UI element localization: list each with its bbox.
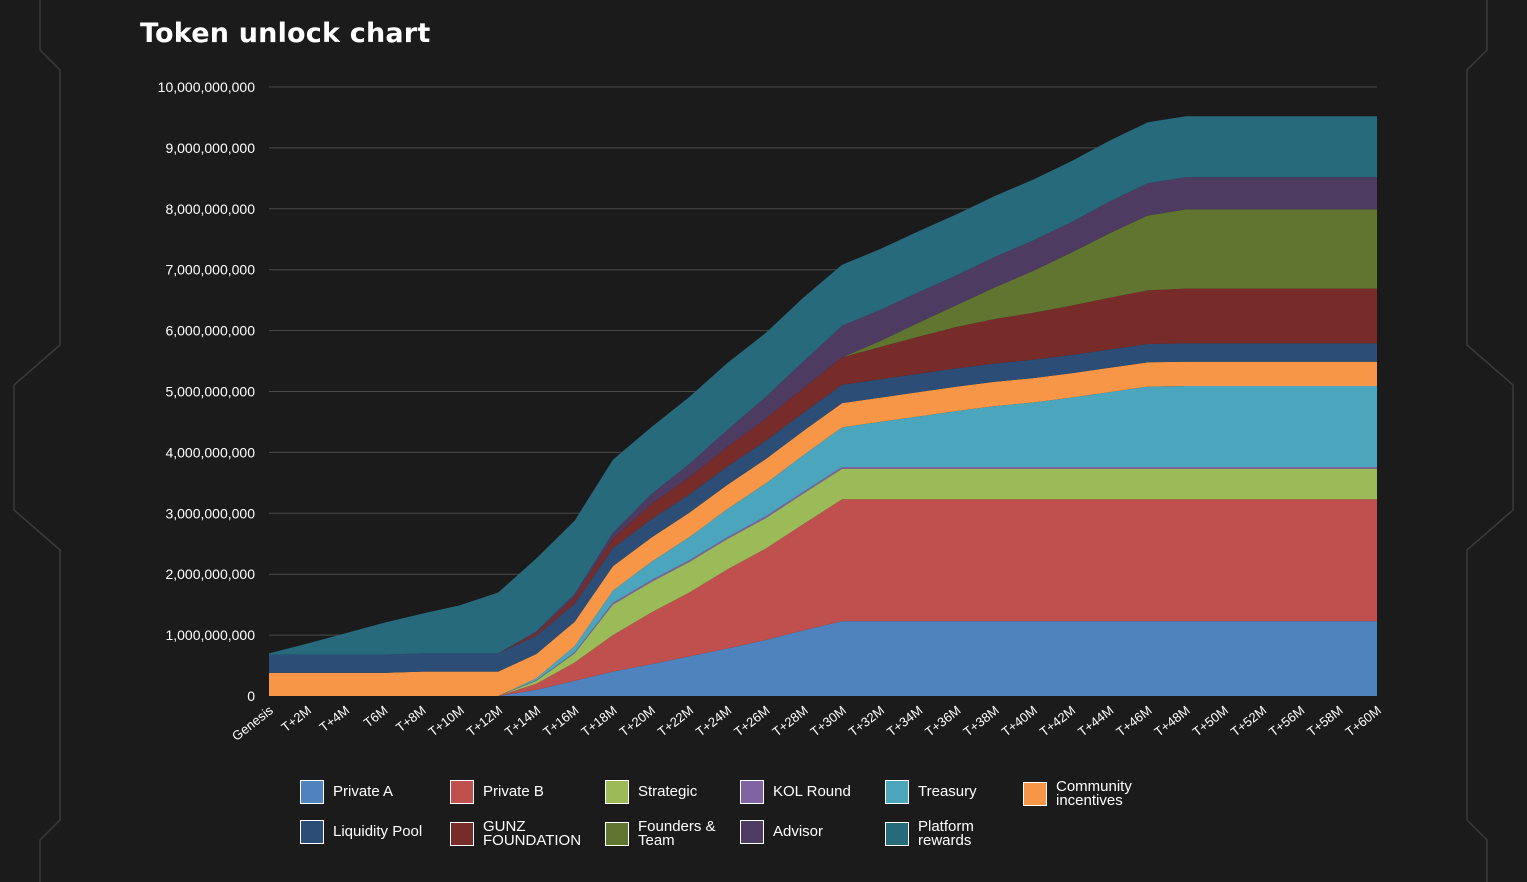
y-tick-label: 2,000,000,000 <box>165 566 255 582</box>
x-tick-label: T+60M <box>1342 703 1383 740</box>
legend-swatch <box>885 822 909 846</box>
x-tick-label: Genesis <box>229 702 276 743</box>
legend-label: Treasury <box>918 783 977 800</box>
legend-swatch <box>605 780 629 804</box>
legend-swatch <box>450 822 474 846</box>
x-tick-label: T+34M <box>884 703 925 740</box>
x-tick-label: T+44M <box>1075 703 1116 740</box>
legend-item: KOL Round <box>740 780 851 804</box>
y-tick-label: 0 <box>247 688 255 704</box>
x-tick-label: T+16M <box>540 703 581 740</box>
chart-legend: Private A Private B Strategic KOL Round Trea… <box>300 778 1200 852</box>
legend-item: Strategic <box>605 780 697 804</box>
area-liquidity-pool <box>269 343 1377 673</box>
area-private-a <box>269 621 1377 696</box>
legend-swatch <box>605 822 629 846</box>
x-tick-label: T+58M <box>1304 703 1345 740</box>
legend-swatch <box>300 780 324 804</box>
x-tick-label: T+24M <box>693 703 734 740</box>
x-tick-label: T+50M <box>1190 703 1231 740</box>
legend-swatch <box>300 820 324 844</box>
legend-item: Private B <box>450 780 544 804</box>
legend-label: Private A <box>333 783 394 800</box>
y-tick-label: 9,000,000,000 <box>165 140 255 156</box>
x-tick-label: T+52M <box>1228 703 1269 740</box>
area-gunz-foundation <box>269 288 1377 655</box>
token-unlock-area-chart: 0 1,000,000,000 2,000,000,000 3,000,000,000… <box>158 79 1384 744</box>
stacked-areas <box>269 116 1377 696</box>
x-tick-label: T+18M <box>578 703 619 740</box>
x-axis-ticks: Genesis T+2M T+4M T6M T+8MT+10MT+12MT+14MT+1… <box>229 702 1384 743</box>
area-strategic <box>269 468 1377 696</box>
legend-item: Founders & Team <box>605 818 748 849</box>
area-founders-team <box>269 209 1377 655</box>
x-tick-label: T+22M <box>655 703 696 740</box>
legend-swatch <box>450 780 474 804</box>
legend-label: Liquidity Pool <box>333 823 423 840</box>
area-platform-rewards <box>269 116 1377 655</box>
x-tick-label: T+14M <box>502 703 543 740</box>
y-tick-label: 1,000,000,000 <box>165 627 255 643</box>
x-tick-label: T+20M <box>617 703 658 740</box>
x-tick-label: T+38M <box>960 703 1001 740</box>
legend-label: Founders & Team <box>638 818 716 849</box>
x-tick-label: T+10M <box>425 703 466 740</box>
legend-label: KOL Round <box>773 783 851 800</box>
x-tick-label: T+26M <box>731 703 772 740</box>
legend-label: Strategic <box>638 783 698 800</box>
legend-swatch <box>1023 782 1047 806</box>
legend-item: Liquidity Pool <box>300 820 422 844</box>
x-tick-label: T6M <box>361 703 391 731</box>
legend-swatch <box>740 820 764 844</box>
legend-item: Treasury <box>885 780 977 804</box>
legend-label: GUNZ FOUNDATION <box>483 818 582 849</box>
area-treasury <box>269 386 1377 696</box>
x-tick-label: T+2M <box>278 703 314 736</box>
x-tick-label: T+36M <box>922 703 963 740</box>
x-tick-label: T+32M <box>846 703 887 740</box>
legend-label: Advisor <box>773 823 824 840</box>
x-tick-label: T+48M <box>1151 703 1192 740</box>
legend-item: GUNZ FOUNDATION <box>450 818 593 849</box>
chart-title: Token unlock chart <box>140 18 431 49</box>
area-community-incentives <box>269 361 1377 696</box>
legend-item: Advisor <box>740 820 823 844</box>
y-tick-label: 10,000,000,000 <box>158 79 256 95</box>
x-tick-label: T+8M <box>393 703 429 736</box>
x-tick-label: T+46M <box>1113 703 1154 740</box>
legend-item: Community incentives <box>1023 778 1166 809</box>
legend-swatch <box>740 780 764 804</box>
area-private-b <box>269 499 1377 696</box>
legend-item: Platform rewards <box>885 818 1028 849</box>
y-tick-label: 4,000,000,000 <box>165 444 255 460</box>
legend-item: Private A <box>300 780 393 804</box>
y-tick-label: 7,000,000,000 <box>165 262 255 278</box>
y-tick-label: 6,000,000,000 <box>165 323 255 339</box>
legend-swatch <box>885 780 909 804</box>
x-tick-label: T+42M <box>1037 703 1078 740</box>
x-tick-label: T+40M <box>999 703 1040 740</box>
y-tick-label: 8,000,000,000 <box>165 201 255 217</box>
legend-label: Private B <box>483 783 544 800</box>
x-tick-label: T+12M <box>464 703 505 740</box>
y-axis-ticks: 0 1,000,000,000 2,000,000,000 3,000,000,000… <box>158 79 256 704</box>
legend-label: Community incentives <box>1056 778 1132 809</box>
y-tick-label: 3,000,000,000 <box>165 505 255 521</box>
legend-label: Platform rewards <box>918 818 974 849</box>
x-tick-label: T+56M <box>1266 703 1307 740</box>
x-tick-label: T+30M <box>808 703 849 740</box>
x-tick-label: T+4M <box>317 703 353 736</box>
x-tick-label: T+28M <box>769 703 810 740</box>
y-tick-label: 5,000,000,000 <box>165 384 255 400</box>
